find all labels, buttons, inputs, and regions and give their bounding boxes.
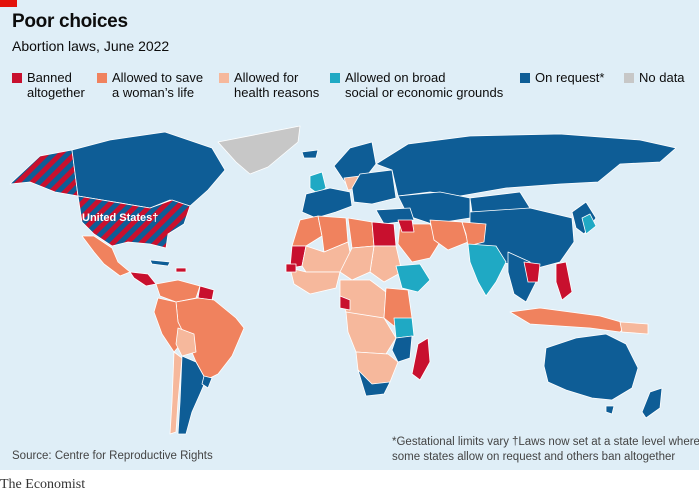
iran <box>429 219 469 251</box>
iraq-syria <box>397 219 415 233</box>
legend-label: altogether <box>27 85 85 100</box>
japan-south <box>581 213 597 235</box>
middle-east <box>397 223 441 263</box>
libya <box>347 217 375 249</box>
senegal <box>285 263 297 273</box>
russia <box>375 133 677 197</box>
legend-label: health reasons <box>234 85 320 100</box>
brand-red-tag <box>0 0 17 7</box>
south-africa <box>357 369 391 397</box>
legend-label: Allowed to save <box>112 70 204 85</box>
papua-new-guinea <box>619 321 649 335</box>
us-map-label: United States† <box>82 212 159 224</box>
morocco-west-africa <box>291 215 323 247</box>
argentina <box>177 355 207 435</box>
western-europe <box>301 187 353 219</box>
legend-label: a woman’s life <box>112 85 195 100</box>
footer <box>0 473 699 493</box>
philippines <box>555 261 573 301</box>
australia <box>543 333 639 401</box>
madagascar <box>411 337 431 381</box>
footnote-us-laws-line2: some states allow on request and others … <box>392 451 676 463</box>
mozambique <box>391 335 413 363</box>
indonesia <box>509 307 629 333</box>
tanzania <box>393 317 415 339</box>
legend-swatch <box>219 73 229 83</box>
bolivia <box>175 327 197 357</box>
sudan <box>369 245 403 283</box>
gabon <box>339 295 351 311</box>
usa <box>77 195 191 249</box>
legend-swatch <box>520 73 530 83</box>
legend-label: Banned <box>27 70 72 85</box>
chad-cameroon <box>339 245 375 281</box>
laos-vietnam <box>523 261 541 283</box>
brand-logo: The Economist <box>0 477 86 492</box>
greenland <box>217 125 301 175</box>
iceland <box>301 149 319 159</box>
new-zealand <box>641 387 663 419</box>
legend-swatch <box>624 73 634 83</box>
legend-label: Allowed for <box>234 70 299 85</box>
afghanistan-pakistan <box>461 221 487 247</box>
footnote-gestational: *Gestational limits vary <box>392 436 509 448</box>
west-africa-coast <box>289 267 341 295</box>
legend-swatch <box>12 73 22 83</box>
cuba <box>149 259 171 267</box>
egypt <box>371 221 397 247</box>
source-note: Source: Centre for Reproductive Rights <box>12 450 213 462</box>
legend-label: Allowed on broad <box>345 70 446 85</box>
tasmania <box>605 405 615 415</box>
uruguay <box>201 375 213 389</box>
page-subtitle: Abortion laws, June 2022 <box>12 38 170 54</box>
canada <box>71 131 226 209</box>
india <box>467 243 507 297</box>
caribbean <box>175 267 187 273</box>
legend-label: social or economic grounds <box>345 85 504 100</box>
ethiopia-horn <box>395 263 431 293</box>
alaska <box>9 149 79 197</box>
world-map <box>9 125 677 435</box>
footnote-us-laws-line1: †Laws now set at a state level where <box>512 436 699 448</box>
legend-swatch <box>97 73 107 83</box>
legend-label: No data <box>639 70 685 85</box>
central-america <box>129 271 157 287</box>
legend-label: On request* <box>535 70 605 85</box>
page-title: Poor choices <box>12 11 128 32</box>
legend-swatch <box>330 73 340 83</box>
